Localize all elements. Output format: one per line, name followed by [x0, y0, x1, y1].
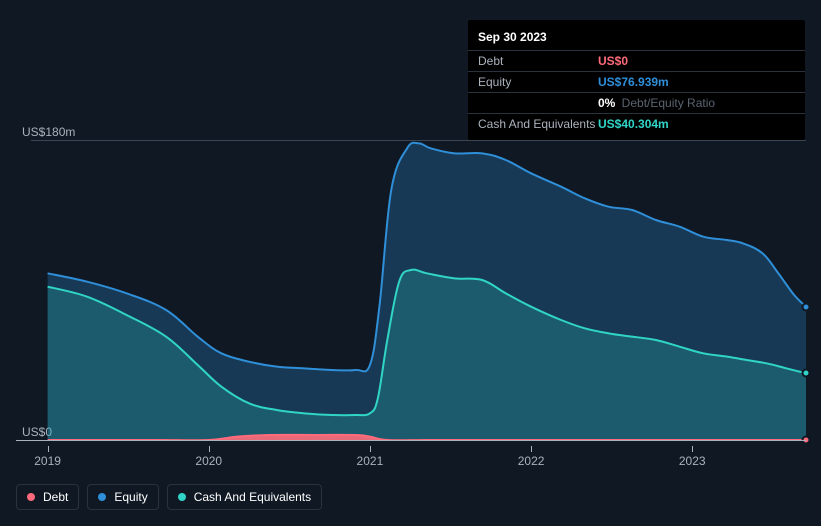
legend-label: Equity	[114, 490, 147, 504]
tooltip-label: Equity	[478, 75, 598, 89]
x-axis-line	[16, 440, 806, 441]
x-axis: 2019 2020 2021 2022 2023	[16, 440, 806, 470]
y-axis-max-label: US$180m	[22, 125, 75, 139]
tooltip-label: Debt	[478, 54, 598, 68]
tooltip-row: EquityUS$76.939m	[468, 71, 805, 92]
legend-label: Cash And Equivalents	[194, 490, 311, 504]
x-axis-label: 2020	[195, 454, 222, 468]
legend-row: Debt Equity Cash And Equivalents	[16, 484, 322, 510]
x-axis-label: 2019	[34, 454, 61, 468]
tooltip-label: Cash And Equivalents	[478, 117, 598, 131]
x-tick	[692, 446, 693, 452]
tooltip-ratio: 0% Debt/Equity Ratio	[598, 96, 715, 110]
x-axis-label: 2022	[518, 454, 545, 468]
legend-dot	[178, 493, 186, 501]
tooltip-value: US$76.939m	[598, 75, 669, 89]
hover-tooltip: Sep 30 2023 DebtUS$0EquityUS$76.939m0% D…	[468, 20, 805, 140]
legend-item-debt[interactable]: Debt	[16, 484, 79, 510]
chart-svg	[16, 140, 806, 440]
tooltip-row: DebtUS$0	[468, 50, 805, 71]
x-axis-label: 2021	[357, 454, 384, 468]
legend-label: Debt	[43, 490, 68, 504]
tooltip-date: Sep 30 2023	[468, 26, 805, 50]
cash-end-marker	[802, 369, 811, 378]
x-tick	[370, 446, 371, 452]
x-tick	[48, 446, 49, 452]
x-tick	[209, 446, 210, 452]
legend-dot	[98, 493, 106, 501]
tooltip-value: US$40.304m	[598, 117, 669, 131]
legend-item-cash-and-equivalents[interactable]: Cash And Equivalents	[167, 484, 322, 510]
x-tick	[531, 446, 532, 452]
tooltip-value: US$0	[598, 54, 628, 68]
chart-area[interactable]	[16, 140, 806, 440]
equity-end-marker	[802, 302, 811, 311]
tooltip-row: Cash And EquivalentsUS$40.304m	[468, 113, 805, 134]
legend-dot	[27, 493, 35, 501]
x-axis-label: 2023	[679, 454, 706, 468]
tooltip-row: 0% Debt/Equity Ratio	[468, 92, 805, 113]
legend-item-equity[interactable]: Equity	[87, 484, 158, 510]
